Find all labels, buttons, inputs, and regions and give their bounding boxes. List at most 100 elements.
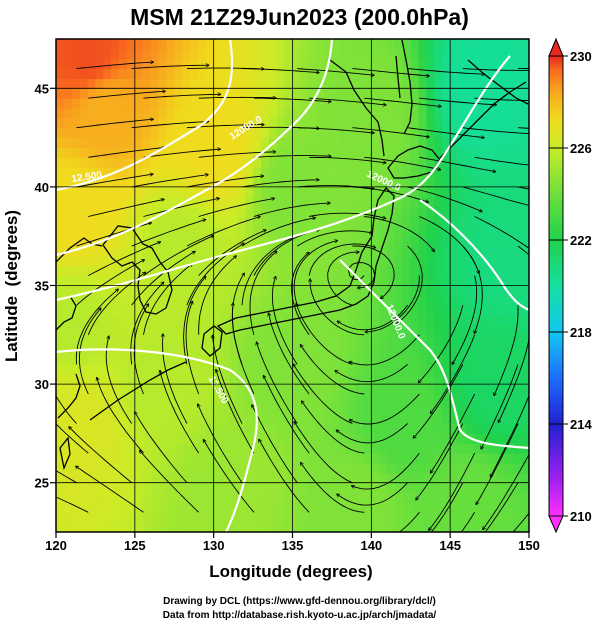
field-cell — [308, 108, 317, 119]
field-cell — [79, 522, 89, 532]
field-cell — [489, 246, 499, 257]
field-cell — [324, 522, 333, 532]
field-cell — [355, 177, 365, 188]
field-cell — [126, 443, 136, 454]
field-cell — [95, 492, 104, 504]
field-cell — [308, 275, 317, 287]
field-cell — [197, 78, 207, 89]
field-cell — [387, 472, 396, 484]
field-cell — [379, 462, 388, 474]
field-cell — [371, 236, 380, 247]
field-cell — [197, 246, 207, 257]
field-cell — [513, 403, 522, 415]
field-cell — [371, 58, 380, 70]
field-cell — [158, 255, 167, 267]
field-cell — [268, 472, 278, 484]
field-cell — [331, 472, 341, 484]
field-cell — [339, 413, 349, 425]
field-cell — [347, 384, 357, 395]
field-cell — [402, 413, 412, 425]
field-cell — [111, 305, 120, 316]
field-cell — [394, 334, 404, 346]
field-cell — [458, 502, 467, 513]
field-cell — [111, 58, 120, 70]
field-cell — [489, 423, 499, 434]
field-cell — [205, 374, 215, 385]
field-cell — [513, 433, 522, 444]
field-cell — [505, 285, 514, 296]
field-cell — [111, 334, 120, 346]
field-cell — [394, 137, 404, 149]
field-cell — [79, 364, 89, 375]
field-cell — [292, 433, 301, 444]
field-cell — [87, 423, 97, 434]
field-cell — [190, 236, 199, 247]
field-cell — [402, 393, 412, 405]
field-cell — [481, 403, 491, 415]
field-cell — [87, 364, 97, 375]
field-cell — [355, 147, 365, 158]
field-cell — [119, 512, 128, 523]
field-cell — [363, 117, 372, 129]
field-cell — [497, 88, 506, 99]
field-cell — [166, 482, 175, 494]
field-cell — [103, 137, 112, 149]
field-cell — [221, 403, 231, 415]
field-cell — [63, 147, 73, 158]
field-cell — [213, 453, 223, 464]
streamline — [352, 68, 429, 76]
field-cell — [347, 226, 357, 237]
field-cell — [95, 127, 104, 139]
field-cell — [465, 384, 475, 395]
field-cell — [126, 453, 136, 464]
field-cell — [347, 39, 357, 50]
streamline — [296, 230, 372, 247]
field-cell — [442, 117, 451, 129]
field-cell — [182, 462, 191, 474]
field-cell — [237, 364, 246, 375]
field-cell — [126, 492, 136, 504]
field-cell — [221, 58, 231, 70]
field-cell — [63, 324, 73, 336]
field-cell — [292, 167, 301, 178]
field-cell — [79, 186, 89, 198]
field-cell — [276, 305, 286, 316]
field-cell — [505, 39, 514, 50]
field-cell — [197, 98, 207, 109]
field-cell — [71, 374, 81, 385]
field-cell — [473, 216, 483, 227]
streamline — [241, 218, 316, 247]
field-cell — [79, 147, 89, 158]
field-cell — [331, 462, 341, 474]
field-cell — [489, 384, 499, 395]
field-cell — [347, 127, 357, 139]
field-cell — [331, 295, 341, 306]
field-cell — [489, 492, 499, 504]
field-cell — [111, 196, 120, 208]
field-cell — [379, 443, 388, 454]
field-cell — [56, 98, 65, 109]
field-cell — [434, 275, 443, 287]
field-cell — [229, 423, 238, 434]
field-cell — [111, 147, 120, 158]
field-cell — [158, 433, 167, 444]
field-cell — [465, 522, 475, 532]
field-cell — [410, 482, 420, 494]
field-cell — [197, 502, 207, 513]
field-cell — [371, 108, 380, 119]
field-cell — [292, 186, 301, 198]
streamline — [430, 334, 476, 414]
field-cell — [268, 344, 278, 356]
field-cell — [103, 423, 112, 434]
field-cell — [197, 48, 207, 60]
field-cell — [347, 78, 357, 89]
field-cell — [521, 502, 529, 513]
field-cell — [119, 265, 128, 277]
field-cell — [379, 295, 388, 306]
field-cell — [182, 236, 191, 247]
field-cell — [339, 98, 349, 109]
field-cell — [418, 58, 428, 70]
field-cell — [95, 216, 104, 227]
field-cell — [473, 255, 483, 267]
field-cell — [418, 157, 428, 168]
